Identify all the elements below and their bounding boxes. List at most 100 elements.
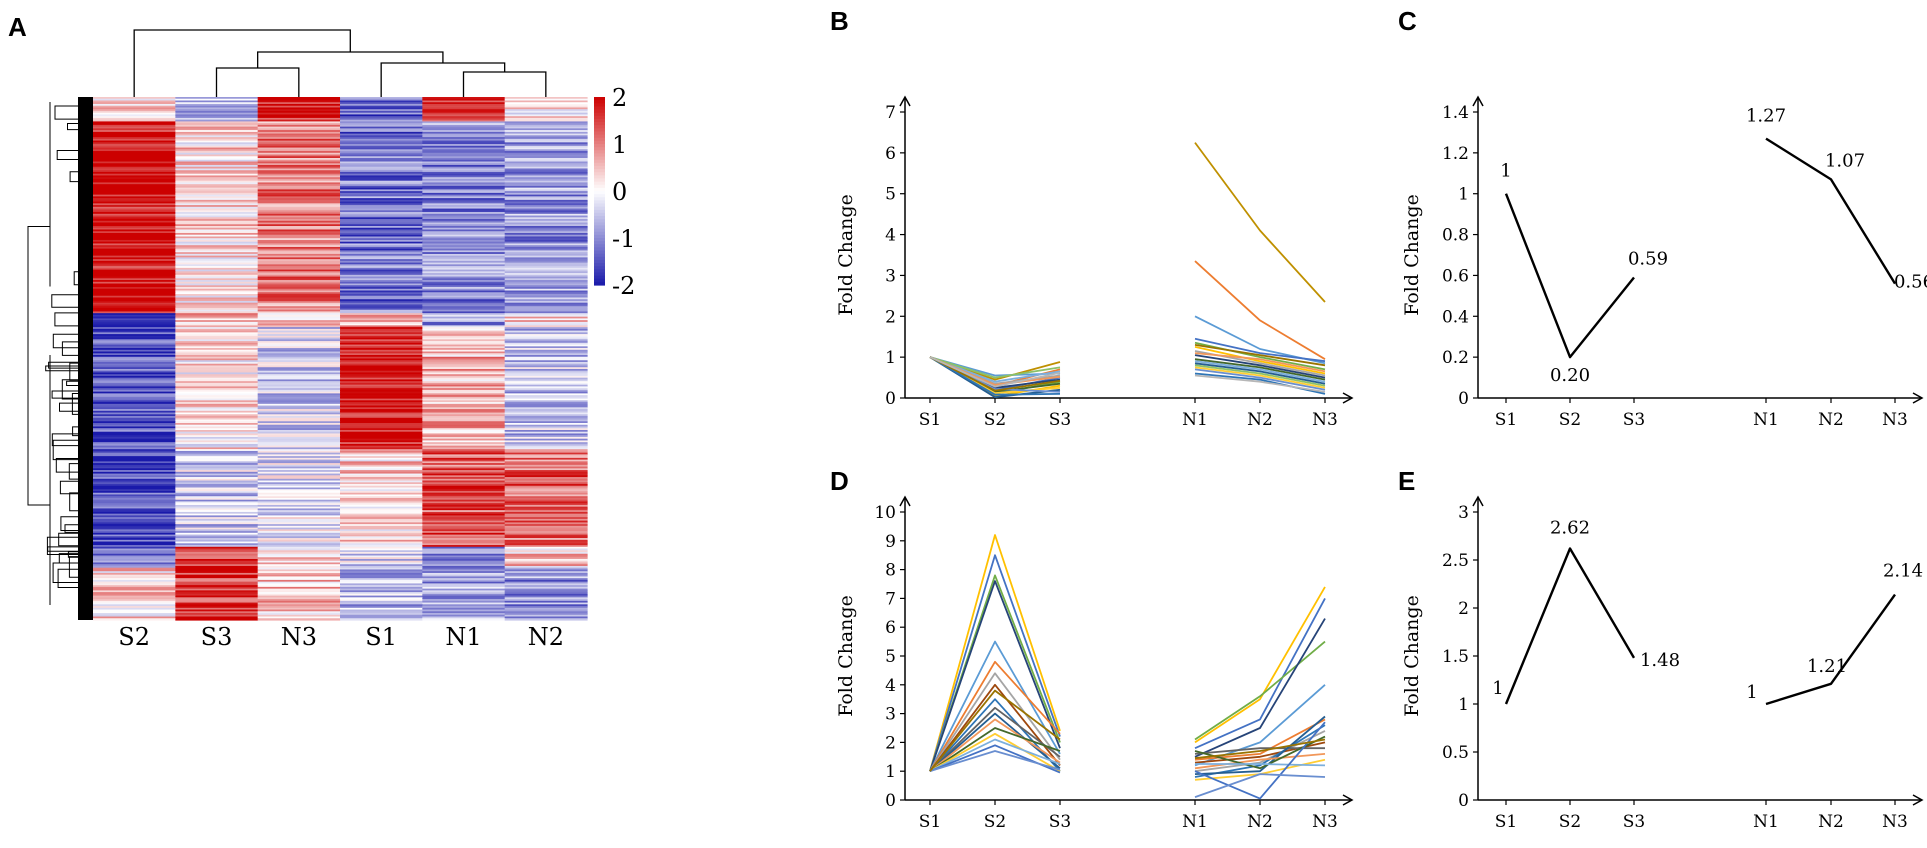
heatmap-cell <box>175 520 259 523</box>
heatmap-cell <box>93 323 176 326</box>
heatmap-cell <box>340 384 423 387</box>
heatmap-cell <box>504 550 588 553</box>
heatmap-cell <box>175 287 259 290</box>
heatmap-cell <box>175 119 259 122</box>
heatmap-cell <box>422 159 506 163</box>
heatmap-cell <box>340 517 423 520</box>
colorbar-segment <box>594 247 605 252</box>
heatmap-cell <box>340 379 423 382</box>
heatmap-cell <box>340 398 423 401</box>
heatmap-cell <box>93 501 176 504</box>
heatmap-cell <box>422 529 506 532</box>
heatmap-cell <box>340 567 423 571</box>
heatmap-cell <box>257 306 341 309</box>
dendrogram-branch <box>66 380 78 386</box>
heatmap-cell <box>175 452 259 455</box>
heatmap-cell <box>175 210 259 213</box>
heatmap-cell <box>504 583 588 586</box>
heatmap-cell <box>257 283 341 286</box>
x-tick-label: S3 <box>1049 812 1071 832</box>
heatmap-cell <box>175 128 259 131</box>
heatmap-cell <box>504 297 588 300</box>
heatmap-cell <box>422 417 506 421</box>
heatmap-cell <box>504 436 588 440</box>
heatmap-cell <box>93 365 176 368</box>
heatmap-cell <box>504 349 588 353</box>
heatmap-cell <box>93 236 176 239</box>
series-line-normal <box>1194 374 1326 393</box>
heatmap-cell <box>504 609 588 612</box>
heatmap-cell <box>340 552 423 555</box>
heatmap-cell <box>93 219 176 222</box>
heatmap-cell <box>257 299 341 302</box>
heatmap-cell <box>175 194 259 197</box>
heatmap-cell <box>340 590 423 593</box>
heatmap-cell <box>175 102 259 105</box>
heatmap-cell <box>504 450 588 454</box>
heatmap-cell <box>175 558 259 562</box>
heatmap-cell <box>93 402 176 405</box>
heatmap-cell <box>340 351 423 354</box>
heatmap-cell <box>93 597 176 600</box>
heatmap-cell <box>257 459 341 462</box>
y-tick-label: 4 <box>885 676 896 696</box>
heatmap-cell <box>340 370 423 374</box>
heatmap-cell <box>175 382 259 386</box>
heatmap-cell <box>93 151 176 154</box>
heatmap-cell <box>422 316 506 319</box>
heatmap-cell <box>93 187 176 190</box>
colorbar-segment <box>594 209 605 214</box>
dendrogram-branch <box>52 562 78 583</box>
heatmap-cell <box>504 478 588 482</box>
x-tick-label: N1 <box>1753 410 1779 430</box>
heatmap-cell <box>340 618 423 621</box>
heatmap-cell <box>257 203 341 206</box>
heatmap-cell <box>175 273 259 276</box>
heatmap-cell <box>504 599 588 602</box>
heatmap-cell <box>175 363 259 367</box>
heatmap-cell <box>93 278 176 281</box>
heatmap-cell <box>175 517 259 520</box>
heatmap-cell <box>340 97 423 100</box>
heatmap-cell <box>340 224 423 227</box>
heatmap-cell <box>340 478 423 482</box>
heatmap-cell <box>257 377 341 381</box>
heatmap-cell <box>504 232 588 236</box>
x-tick-label: S3 <box>1623 812 1645 832</box>
heatmap-cell <box>257 374 341 377</box>
heatmap-cell <box>504 245 588 248</box>
y-tick-label: 0 <box>885 389 896 409</box>
heatmap-cell <box>175 513 259 516</box>
heatmap-cell <box>340 492 423 496</box>
heatmap-cell <box>175 421 259 424</box>
heatmap-cell <box>175 539 259 543</box>
heatmap-cell <box>175 130 259 133</box>
heatmap-cell <box>257 332 341 335</box>
heatmap-cell <box>175 431 259 435</box>
heatmap-cell <box>422 128 506 131</box>
heatmap-cell <box>340 144 423 147</box>
heatmap-cell <box>504 328 588 332</box>
column-dendrogram <box>133 29 547 97</box>
heatmap-cell <box>257 219 341 222</box>
heatmap-cell <box>93 224 176 227</box>
heatmap-cell <box>93 442 176 445</box>
heatmap-cell <box>504 510 588 513</box>
heatmap-cell <box>93 255 176 258</box>
heatmap-cell <box>257 569 341 572</box>
heatmap-cell <box>504 260 588 264</box>
heatmap-cell <box>175 475 259 478</box>
heatmap-cell <box>175 177 259 180</box>
heatmap-cell <box>422 206 506 210</box>
heatmap-cell <box>93 257 176 260</box>
heatmap-cell <box>340 189 423 192</box>
heatmap-cell <box>422 503 506 506</box>
heatmap-cell <box>504 527 588 530</box>
heatmap-cell <box>340 339 423 342</box>
heatmap-cell <box>175 168 259 171</box>
heatmap-cell <box>93 510 176 513</box>
heatmap-cell <box>422 454 506 457</box>
colorbar-segment <box>594 122 605 126</box>
heatmap-cell <box>175 496 259 499</box>
heatmap-cell <box>175 309 259 313</box>
